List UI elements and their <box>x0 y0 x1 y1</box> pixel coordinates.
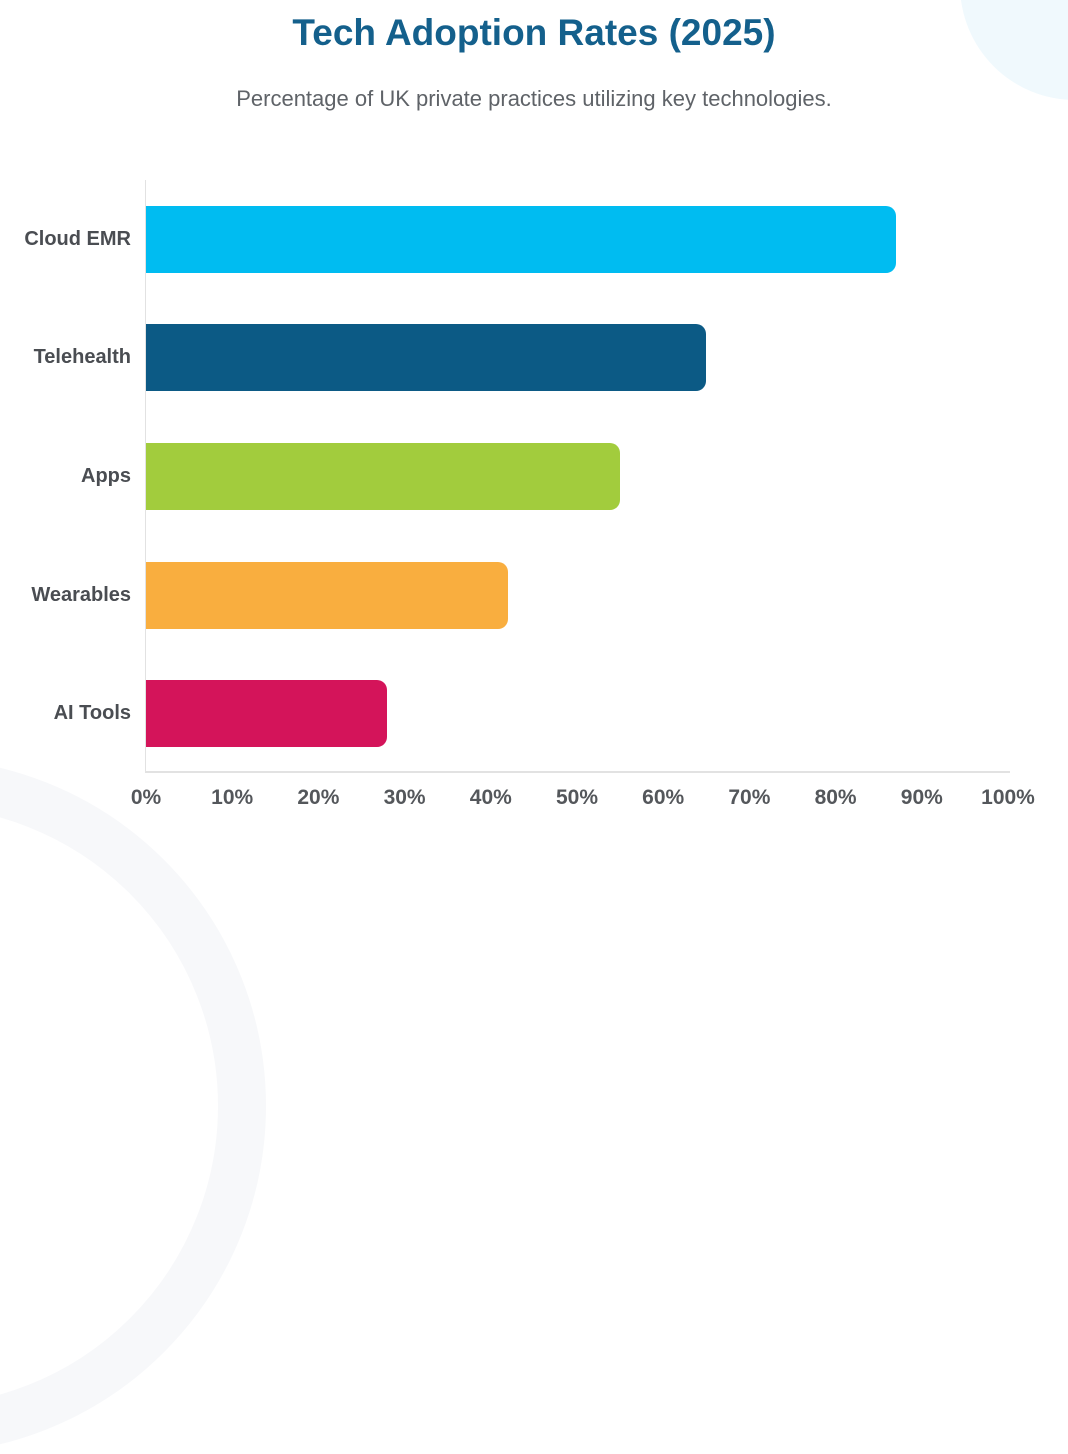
x-tick-label: 10% <box>211 786 254 809</box>
x-tick-label: 100% <box>981 786 1035 809</box>
x-axis: 0% 10% 20% 30% 40% 50% 60% 70% 80% 90% 100% <box>131 786 1035 818</box>
bar <box>146 205 896 273</box>
bar-track <box>146 442 1008 510</box>
y-axis-line <box>145 180 146 773</box>
x-tick-label: 30% <box>383 786 426 809</box>
x-tick-label: 60% <box>642 786 685 809</box>
category-label: Wearables <box>31 583 131 606</box>
x-tick-label: 50% <box>555 786 599 809</box>
chart-title: Tech Adoption Rates (2025) <box>292 12 776 53</box>
category-label: AI Tools <box>53 702 131 725</box>
decor-ring-bottom-left <box>0 758 266 1454</box>
bar-row-ai-tools: AI Tools <box>0 654 1068 773</box>
x-tick-label: 20% <box>297 786 340 809</box>
category-label: Apps <box>81 464 131 487</box>
x-tick-label: 40% <box>469 786 512 809</box>
category-label: Cloud EMR <box>24 227 131 250</box>
chart-subtitle: Percentage of UK private practices utili… <box>236 86 832 111</box>
bar-track <box>146 324 1008 392</box>
x-tick-label: 0% <box>130 786 162 809</box>
category-label: Telehealth <box>33 346 131 369</box>
bar <box>146 561 509 629</box>
bar-row-cloud-emr: Cloud EMR <box>0 180 1068 299</box>
bar-track <box>146 205 1008 273</box>
x-tick-label: 70% <box>728 786 771 809</box>
x-tick-label: 80% <box>814 786 857 809</box>
bar-row-telehealth: Telehealth <box>0 299 1068 418</box>
bar <box>146 680 388 748</box>
bar <box>146 324 707 392</box>
x-tick-label: 90% <box>900 786 943 809</box>
bar-chart: Cloud EMR Telehealth Apps Wearables AI T… <box>0 180 1068 773</box>
bar-track <box>146 561 1008 629</box>
bar <box>146 442 621 510</box>
bar-row-wearables: Wearables <box>0 536 1068 655</box>
x-axis-line <box>145 771 1010 773</box>
bar-track <box>146 680 1008 748</box>
bar-row-apps: Apps <box>0 417 1068 536</box>
